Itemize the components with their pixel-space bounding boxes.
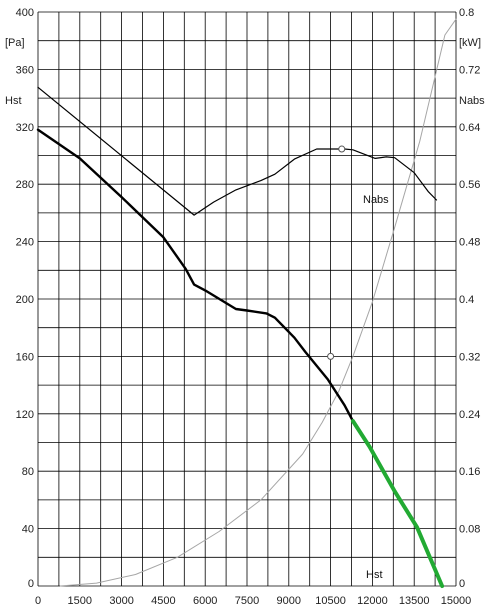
x-axis-ticks: 0 1500 3000 4500 6000 7500 9000 10500 12000 13500… [35,595,471,607]
operating-point-marker [338,145,346,153]
curve-markers [327,145,346,360]
system-curve-line [59,18,457,587]
x-tick-label: 10500 [315,595,346,607]
left-axis-ticks: 0 40 80 120 160 200 240 280 320 360 400 [16,7,34,590]
pressure-curve-highlight [350,419,445,588]
right-tick-label: 0.24 [459,409,480,421]
right-tick-label: 0.72 [459,64,480,76]
power-curve-line [37,86,438,216]
x-tick-label: 1500 [68,595,92,607]
x-tick-label: 0 [35,595,41,607]
operating-point-marker [327,352,335,360]
right-tick-label: 0.08 [459,524,480,536]
left-axis-name: Hst [5,95,22,107]
chart-grid [37,11,457,587]
left-tick-label: 320 [16,122,34,134]
hst-curve-end-label: Hst [366,569,383,581]
x-tick-label: 3000 [109,595,133,607]
left-tick-label: 200 [16,294,34,306]
x-tick-label: 13500 [399,595,430,607]
right-tick-label: 0.8 [459,7,474,19]
left-tick-label: 240 [16,237,34,249]
right-tick-label: 0.16 [459,466,480,478]
x-tick-label: 9000 [277,595,301,607]
x-tick-label: 15000 [441,595,472,607]
nabs-curve-label: Nabs [363,194,389,206]
x-tick-label: 6000 [193,595,217,607]
right-tick-label: 0.32 [459,351,480,363]
right-tick-label: 0 [459,578,465,590]
left-tick-label: 0 [28,578,34,590]
right-tick-label: 0.56 [459,179,480,191]
system-curve [59,18,457,587]
left-tick-label: 160 [16,351,34,363]
left-tick-label: 40 [22,524,34,536]
x-tick-label: 7500 [235,595,259,607]
x-tick-label: 4500 [151,595,175,607]
left-tick-label: 400 [16,7,34,19]
left-tick-label: 280 [16,179,34,191]
left-axis-unit: [Pa] [5,37,25,49]
right-axis-ticks: 0 0.08 0.16 0.24 0.32 0.4 0.48 0.56 0.64 0.72 0.8 [459,7,480,590]
x-tick-label: 12000 [357,595,388,607]
power-curve [37,86,438,216]
right-axis-unit: [kW] [459,37,481,49]
left-tick-label: 120 [16,409,34,421]
left-tick-label: 360 [16,64,34,76]
left-tick-label: 80 [22,466,34,478]
right-tick-label: 0.64 [459,122,480,134]
right-axis-name: Nabs [459,95,485,107]
right-tick-label: 0.4 [459,294,474,306]
pressure-highlight-line [350,419,445,588]
right-tick-label: 0.48 [459,237,480,249]
